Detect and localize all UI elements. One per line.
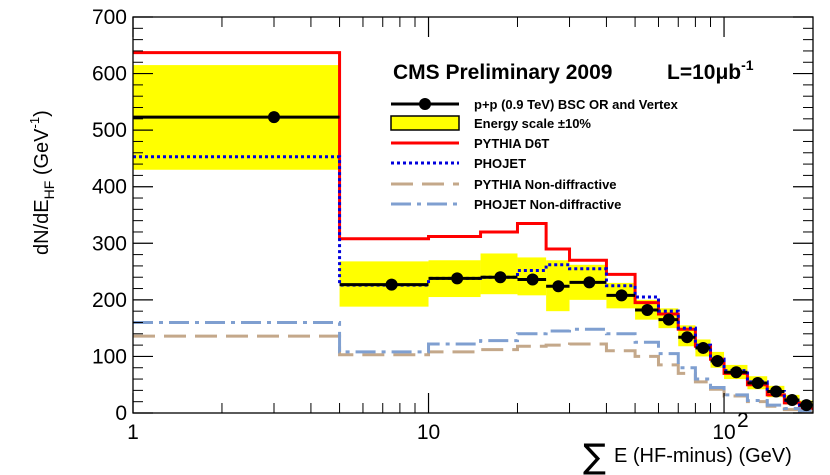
y-tick-label-200: 200 bbox=[92, 289, 127, 312]
chart-title: CMS Preliminary 2009 bbox=[393, 61, 612, 84]
x-tick-label-100: 10 bbox=[712, 421, 735, 444]
y-tick-label-400: 400 bbox=[92, 176, 127, 199]
luminosity-label: L=10μb-1 bbox=[667, 57, 754, 84]
data-points-layer bbox=[133, 111, 813, 412]
y-tick-label-300: 300 bbox=[92, 232, 127, 255]
y-tick-label-600: 600 bbox=[92, 63, 127, 86]
y-axis-title: dN/dEHF (GeV-1) bbox=[27, 110, 57, 255]
y-tick-label-700: 700 bbox=[92, 6, 127, 29]
y-tick-label-500: 500 bbox=[92, 119, 127, 142]
legend-label-data: p+p (0.9 TeV) BSC OR and Vertex bbox=[474, 97, 679, 112]
data-point-3 bbox=[494, 271, 507, 284]
data-point-7 bbox=[615, 289, 628, 302]
legend-data-marker bbox=[419, 98, 431, 110]
plot-frame bbox=[132, 16, 814, 414]
legend: p+p (0.9 TeV) BSC OR and Vertex Energy s… bbox=[390, 97, 679, 212]
legend-entry-pythia-d6t: PYTHIA D6T bbox=[391, 136, 549, 151]
data-point-14 bbox=[751, 377, 764, 390]
data-point-8 bbox=[641, 304, 654, 317]
data-point-13 bbox=[730, 366, 743, 379]
data-point-2 bbox=[451, 272, 464, 285]
data-point-10 bbox=[681, 331, 694, 344]
data-point-4 bbox=[526, 273, 539, 286]
legend-label-band: Energy scale ±10% bbox=[474, 116, 591, 131]
data-point-5 bbox=[552, 280, 565, 293]
legend-entry-pythia-nd: PYTHIA Non-diffractive bbox=[391, 177, 617, 192]
y-tick-label-100: 100 bbox=[92, 345, 127, 368]
legend-label-phojet: PHOJET bbox=[474, 156, 526, 171]
data-point-15 bbox=[770, 385, 783, 398]
data-point-9 bbox=[662, 313, 675, 326]
data-point-11 bbox=[697, 341, 710, 354]
legend-entry-data: p+p (0.9 TeV) BSC OR and Vertex bbox=[391, 97, 679, 112]
x-axis-title: E (HF-minus) (GeV) bbox=[614, 445, 792, 467]
y-tick-label-0: 0 bbox=[115, 402, 127, 425]
x-tick-label-1: 1 bbox=[127, 421, 139, 444]
series-pythia-d6t bbox=[133, 51, 813, 410]
legend-entry-phojet-nd: PHOJET Non-diffractive bbox=[391, 197, 621, 212]
legend-label-pythia-nd: PYTHIA Non-diffractive bbox=[474, 177, 617, 192]
x-tick-exponent-100: 2 bbox=[737, 409, 749, 432]
legend-band-swatch bbox=[390, 115, 460, 131]
legend-label-phojet-nd: PHOJET Non-diffractive bbox=[474, 197, 621, 212]
legend-entry-band: Energy scale ±10% bbox=[390, 115, 591, 131]
data-point-17 bbox=[800, 399, 813, 412]
data-point-0 bbox=[267, 111, 280, 124]
data-point-1 bbox=[385, 278, 398, 291]
data-point-16 bbox=[786, 393, 799, 406]
data-point-6 bbox=[583, 276, 596, 289]
legend-label-pythia-d6t: PYTHIA D6T bbox=[474, 136, 549, 151]
x-tick-label-10: 10 bbox=[417, 421, 440, 444]
legend-entry-phojet: PHOJET bbox=[391, 156, 526, 171]
data-point-12 bbox=[711, 354, 724, 367]
x-axis-sum-symbol: ∑ bbox=[583, 437, 606, 475]
series-phojet-non-diffractive bbox=[133, 320, 813, 413]
